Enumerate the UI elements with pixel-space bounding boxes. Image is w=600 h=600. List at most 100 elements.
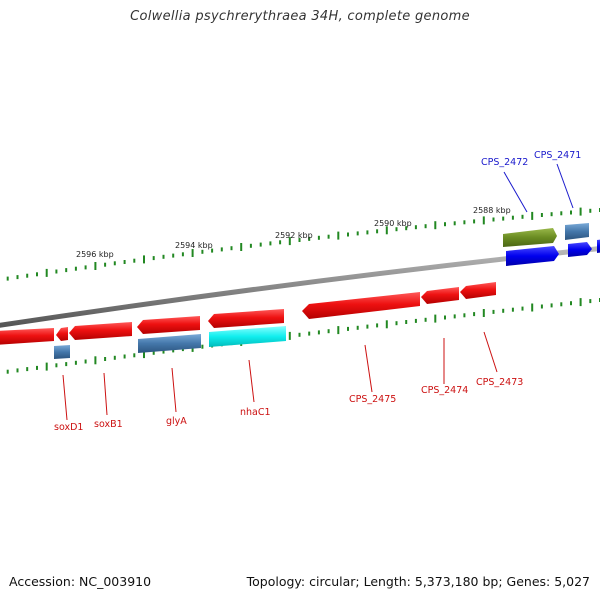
lower-scale-tick <box>579 298 582 307</box>
feature-cps2472-upper[interactable] <box>503 228 557 247</box>
upper-scale-tick <box>143 255 145 264</box>
leader-cps2472 <box>503 171 528 213</box>
lower-scale-tick <box>434 314 437 323</box>
feature-left-edge[interactable] <box>0 328 54 345</box>
map-title: Colwellia psychrerythraea 34H, complete … <box>130 9 470 24</box>
lower-scale-tick <box>511 307 514 312</box>
leader-cps2475 <box>364 344 373 393</box>
lower-scale-tick <box>405 320 408 324</box>
topology-text: Topology: circular; Length: 5,373,180 bp… <box>246 574 590 589</box>
upper-scale-tick <box>123 260 126 264</box>
upper-scale-tick <box>279 240 282 245</box>
upper-scale-tick <box>540 213 543 217</box>
feature-nhaC1[interactable] <box>208 309 284 328</box>
lower-scale-tick <box>123 354 126 359</box>
upper-scale-tick <box>492 217 495 222</box>
lower-scale-tick <box>84 359 87 364</box>
upper-scale-tick <box>26 273 29 278</box>
lower-scale-tick <box>104 357 107 361</box>
lower-scale-tick <box>540 304 543 309</box>
feature-soxD1[interactable] <box>56 327 68 341</box>
upper-scale-tick <box>288 237 291 246</box>
gene-label-soxB1[interactable]: soxB1 <box>94 419 123 430</box>
feature-cps2474[interactable] <box>421 287 459 304</box>
lower-scale-tick <box>463 313 466 318</box>
lower-scale-tick <box>162 349 165 354</box>
feature-cps2472-lower[interactable] <box>506 246 559 266</box>
lower-scale-tick <box>589 299 592 304</box>
lower-scale-tick <box>74 360 77 365</box>
upper-scale-tick <box>45 268 48 277</box>
feature-nhaC1-cyan[interactable] <box>209 326 286 347</box>
upper-scale-tick <box>482 216 485 225</box>
upper-scale-tick <box>473 219 476 224</box>
upper-scale-tick <box>502 216 505 221</box>
lower-scale-tick <box>298 332 301 337</box>
leader-soxD1 <box>62 374 68 421</box>
leader-soxB1 <box>103 372 108 416</box>
lower-scale-tick <box>45 362 48 371</box>
leader-nhaC1 <box>248 359 255 403</box>
upper-scale-tick <box>434 221 437 230</box>
gene-label-cps2472[interactable]: CPS_2472 <box>481 157 528 168</box>
upper-scale-tick <box>16 275 19 280</box>
upper-scale-tick <box>356 231 359 236</box>
gene-label-cps2471[interactable]: CPS_2471 <box>534 150 581 161</box>
gene-label-cps2475[interactable]: CPS_2475 <box>349 394 396 405</box>
feature-soxD1-rna[interactable] <box>54 345 70 359</box>
gene-label-cps2473[interactable]: CPS_2473 <box>476 377 523 388</box>
upper-scale-tick <box>172 253 175 258</box>
lower-scale-tick <box>172 348 175 353</box>
lower-scale-tick <box>288 331 291 340</box>
feature-cps2473[interactable] <box>460 282 496 299</box>
upper-scale-tick <box>259 242 262 247</box>
lower-scale-tick <box>492 309 495 314</box>
feature-glyA-rna[interactable] <box>138 334 201 353</box>
upper-scale-tick <box>211 248 214 253</box>
feature-glyA[interactable] <box>137 316 200 334</box>
upper-scale-tick <box>152 256 155 261</box>
upper-scale-tick <box>94 262 97 270</box>
upper-scale-tick <box>317 235 320 240</box>
upper-scale-tick <box>511 215 514 220</box>
upper-scale-tick <box>249 243 252 248</box>
lower-scale-tick <box>308 331 311 336</box>
upper-scale-tick <box>463 220 466 225</box>
lower-scale-tick <box>26 367 29 372</box>
upper-scale-tick <box>570 210 572 215</box>
lower-scale-tick <box>327 329 330 334</box>
lower-scale-tick <box>424 317 427 322</box>
gene-label-cps2474[interactable]: CPS_2474 <box>421 385 468 396</box>
lower-scale-tick <box>414 318 417 323</box>
feature-cps2471-upper[interactable] <box>565 223 589 240</box>
upper-scale-tick <box>220 247 223 252</box>
upper-scale-tick <box>521 214 524 219</box>
upper-scale-tick <box>560 211 563 216</box>
upper-scale-tick <box>113 261 116 266</box>
upper-scale-tick <box>55 269 58 274</box>
upper-scale-tick <box>133 258 136 263</box>
lower-scale-tick <box>36 365 38 370</box>
gene-label-soxD1[interactable]: soxD1 <box>54 422 83 433</box>
upper-scale-tick <box>414 225 417 230</box>
upper-scale-tick <box>405 226 408 231</box>
accession-text: Accession: NC_003910 <box>9 574 152 589</box>
upper-scale-tick <box>36 272 38 277</box>
lower-scale-tick <box>385 320 388 329</box>
feature-edge-blue[interactable] <box>597 239 600 253</box>
feature-cps2471-lower[interactable] <box>568 242 592 257</box>
gene-label-glyA[interactable]: glyA <box>166 416 187 427</box>
lower-scale-tick <box>347 326 349 331</box>
upper-scale-tick <box>6 276 9 281</box>
upper-scale-tick <box>162 254 165 259</box>
lower-scale-tick <box>395 321 398 326</box>
lower-scale-tick <box>550 303 553 308</box>
feature-cps2475[interactable] <box>302 292 420 319</box>
upper-scale-tick <box>84 265 87 270</box>
lower-scale-tick <box>94 356 97 365</box>
scale-label-2596: 2596 kbp <box>76 250 114 259</box>
feature-soxB1[interactable] <box>69 322 132 340</box>
upper-scale-tick <box>181 252 184 257</box>
gene-label-nhaC1[interactable]: nhaC1 <box>240 407 271 418</box>
